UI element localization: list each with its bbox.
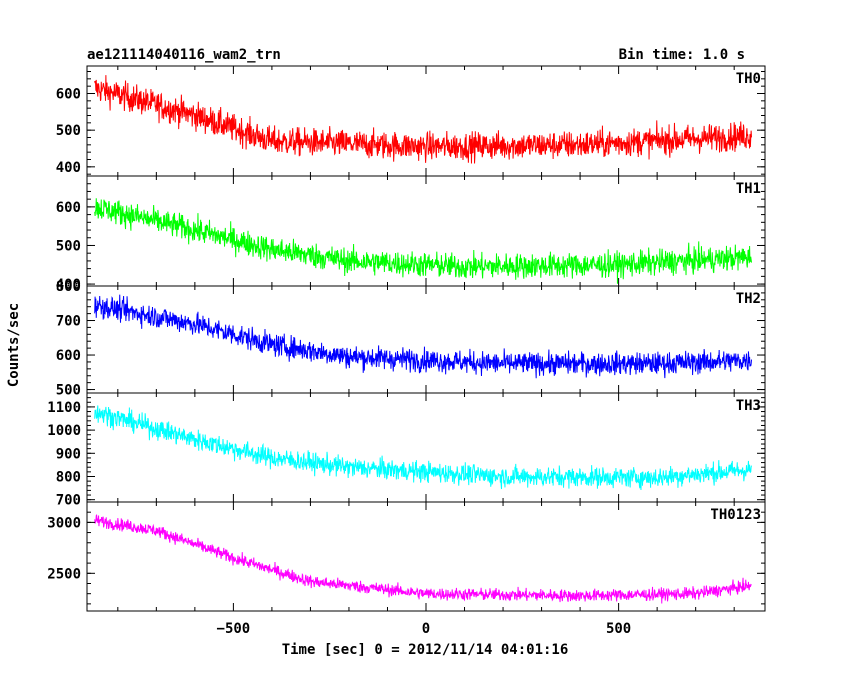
y-tick-label: 500 bbox=[56, 123, 81, 139]
panel-th0: 400 500 600 TH0 bbox=[56, 65, 766, 177]
panel-th1: 400 500 600 TH1 bbox=[56, 175, 766, 293]
panel-label: TH0 bbox=[736, 71, 761, 87]
series-th0123 bbox=[94, 514, 752, 604]
y-tick-label: 400 bbox=[56, 277, 81, 293]
panel-th2: 500 600 700 800 TH2 bbox=[56, 279, 766, 399]
panel-th0123: 2500 3000 TH0123 bbox=[47, 501, 766, 612]
panel-frame bbox=[86, 285, 766, 394]
x-axis-label: Time [sec] 0 = 2012/11/14 04:01:16 bbox=[282, 642, 569, 658]
y-tick-label: 400 bbox=[56, 160, 81, 176]
y-tick-label: 700 bbox=[56, 314, 81, 330]
y-tick-label: 500 bbox=[56, 383, 81, 399]
panel-label: TH0123 bbox=[710, 507, 761, 523]
panel-label: TH3 bbox=[736, 398, 761, 414]
series-th0 bbox=[94, 75, 753, 164]
y-tick-label: 900 bbox=[56, 446, 81, 462]
panel-label: TH1 bbox=[736, 181, 761, 197]
y-tick-label: 700 bbox=[56, 493, 81, 509]
bin-time-label: Bin time: 1.0 s bbox=[619, 47, 745, 63]
panels-group: 400 500 600 TH0 400 500 600 TH1 500 600 700 800 TH2 7… bbox=[47, 65, 766, 637]
y-axis-label: Counts/sec bbox=[6, 303, 22, 387]
y-tick-label: 600 bbox=[56, 87, 81, 103]
y-tick-label: 800 bbox=[56, 279, 81, 295]
panel-frame bbox=[86, 392, 766, 503]
y-tick-label: 600 bbox=[56, 348, 81, 364]
series-th1 bbox=[94, 198, 753, 284]
y-tick-label: 2500 bbox=[47, 566, 81, 582]
y-tick-label: 600 bbox=[56, 200, 81, 216]
series-th2 bbox=[94, 294, 753, 379]
y-tick-label: 3000 bbox=[47, 515, 81, 531]
y-tick-label: 1100 bbox=[47, 400, 81, 416]
panel-th3: 700 800 900 1000 1100 TH3 bbox=[47, 392, 766, 509]
x-tick-label: 500 bbox=[606, 621, 631, 637]
chart-title: ae121114040116_wam2_trn bbox=[87, 47, 281, 63]
series-th3 bbox=[94, 405, 753, 491]
y-tick-label: 800 bbox=[56, 469, 81, 485]
x-tick-label: −500 bbox=[217, 621, 251, 637]
y-tick-label: 500 bbox=[56, 238, 81, 254]
y-tick-label: 1000 bbox=[47, 423, 81, 439]
x-tick-label: 0 bbox=[422, 621, 430, 637]
panel-label: TH2 bbox=[736, 291, 761, 307]
